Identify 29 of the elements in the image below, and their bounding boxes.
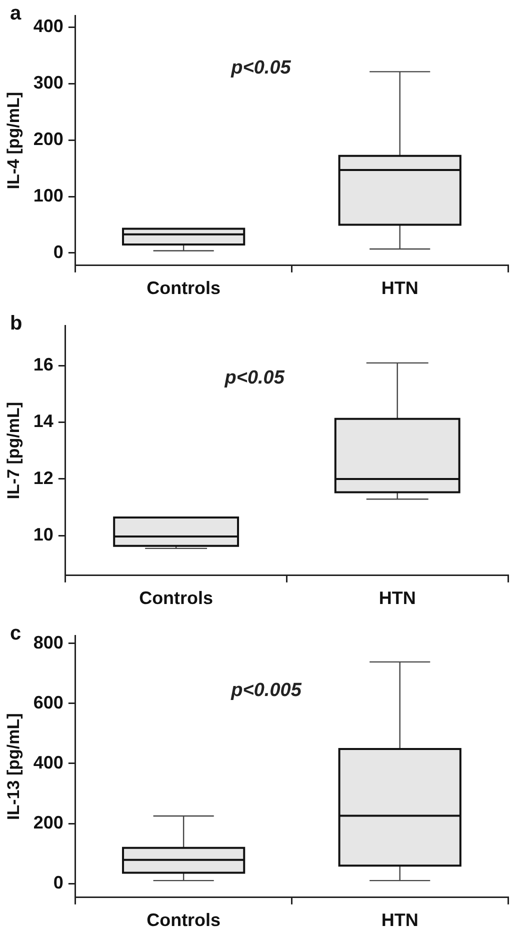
y-axis-title: IL-13 [pg/mL] [4,713,23,820]
chart-title: b [10,312,22,335]
chart-title: a [10,2,22,25]
y-tick-label: 600 [33,692,64,712]
x-tick-label: HTN [381,910,418,930]
y-tick-label: 10 [33,524,54,545]
x-tick-label: Controls [146,910,221,930]
y-tick-label: 12 [33,468,54,488]
x-tick-label: HTN [381,278,418,298]
y-tick-label: 200 [33,812,64,832]
y-tick-label: 0 [53,242,64,262]
y-tick-label: 400 [33,752,64,772]
y-tick-label: 16 [33,354,54,374]
y-tick-label: 14 [33,411,54,432]
y-tick-label: 100 [33,185,64,206]
chart-title: c [10,622,22,645]
y-tick-label: 200 [33,129,64,150]
y-tick-label: 0 [53,872,64,893]
y-axis-title: IL-7 [pg/mL] [4,402,23,500]
annotation: p<0.05 [230,57,292,78]
x-tick-label: Controls [146,278,221,298]
y-tick-label: 800 [33,632,64,652]
annotation: p<0.005 [230,680,302,701]
x-tick-label: HTN [378,588,416,608]
annotation: p<0.05 [224,367,285,388]
x-tick-label: Controls [139,588,214,608]
y-axis-title: IL-4 [pg/mL] [4,92,23,190]
y-tick-label: 400 [33,16,64,36]
y-tick-label: 300 [33,72,64,93]
